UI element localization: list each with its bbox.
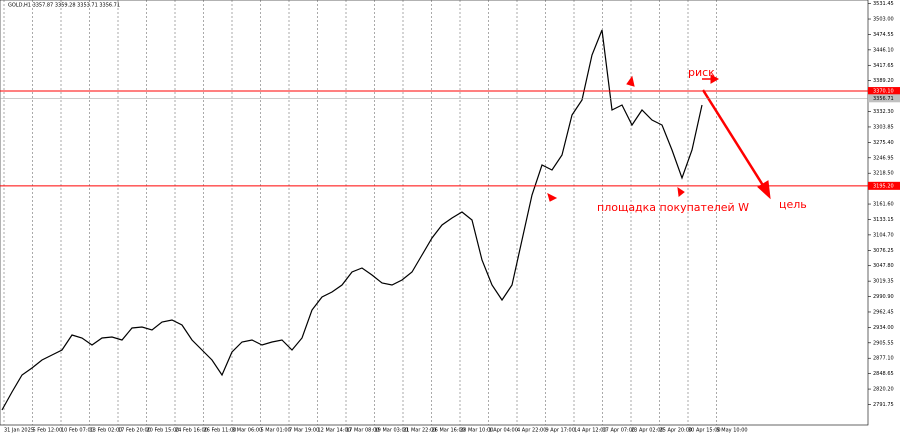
plot-frame <box>0 0 869 426</box>
y-tick-label: 3047.80 <box>873 263 894 269</box>
x-tick-label: 9 Apr 17:00 <box>546 428 575 434</box>
arrow-line <box>701 89 766 188</box>
annotation: площадка покупателей W <box>597 201 749 214</box>
y-tick-label: 2877.10 <box>873 356 894 362</box>
x-tick-label: 17 Feb 20:00 <box>118 428 151 434</box>
x-tick-label: 24 Feb 16:00 <box>175 428 208 434</box>
x-tick-label: 3 Mar 06:00 <box>232 428 262 434</box>
x-tick-label: 19 Mar 03:00 <box>375 428 408 434</box>
x-tick-label: 20 Feb 15:00 <box>147 428 180 434</box>
y-tick-label: 3275.40 <box>873 140 894 146</box>
x-tick-label: 26 Mar 16:00 <box>432 428 465 434</box>
arrow-head <box>757 180 771 200</box>
price-label: 3356.71 <box>873 96 894 102</box>
x-tick-label: 26 Feb 11:00 <box>204 428 237 434</box>
y-tick-label: 3076.25 <box>873 248 894 254</box>
x-tick-label: 5 May 10:00 <box>717 428 748 434</box>
y-tick-label: 3104.70 <box>873 232 894 238</box>
y-tick-label: 3218.50 <box>873 171 894 177</box>
x-tick-label: 7 Mar 19:00 <box>289 428 319 434</box>
y-tick-label: 3133.15 <box>873 217 894 223</box>
x-tick-label: 31 Jan 2025 <box>4 428 34 434</box>
x-tick-label: 21 Mar 22:00 <box>403 428 436 434</box>
y-tick-label: 3503.00 <box>873 17 894 23</box>
y-tick-label: 3246.95 <box>873 155 894 161</box>
x-tick-label: 30 Apr 15:00 <box>688 428 721 434</box>
y-tick-label: 2962.45 <box>873 309 894 315</box>
annotation: цель <box>779 198 807 211</box>
x-tick-label: 10 Feb 07:00 <box>61 428 94 434</box>
x-tick-label: 12 Mar 14:00 <box>318 428 351 434</box>
price-label-box <box>868 94 900 103</box>
y-tick-label: 2848.65 <box>873 371 894 377</box>
y-tick-label: 3417.65 <box>873 63 894 69</box>
level-label: 3370.10 <box>873 89 894 95</box>
level-label: 3195.20 <box>873 183 894 189</box>
x-tick-label: 5 Feb 12:00 <box>33 428 63 434</box>
y-tick-label: 2990.90 <box>873 294 894 300</box>
price-line-series <box>1 29 703 411</box>
x-tick-label: 1 Apr 04:00 <box>489 428 518 434</box>
arrow-head <box>710 74 720 84</box>
x-tick-label: 4 Apr 22:00 <box>517 428 546 434</box>
y-tick-label: 3474.55 <box>873 32 894 38</box>
x-tick-label: 17 Mar 08:00 <box>346 428 379 434</box>
y-tick-label: 2820.20 <box>873 387 894 393</box>
y-tick-label: 3531.45 <box>873 1 894 7</box>
x-tick-label: 5 Mar 01:00 <box>261 428 291 434</box>
x-tick-label: 28 Mar 10:00 <box>460 428 493 434</box>
x-tick-label: 23 Apr 02:00 <box>631 428 664 434</box>
y-tick-label: 3019.35 <box>873 279 894 285</box>
arrow-head <box>626 75 635 87</box>
y-tick-label: 3389.20 <box>873 78 894 84</box>
annotation: риск <box>688 66 715 79</box>
arrow-head <box>677 186 685 197</box>
y-tick-label: 3332.30 <box>873 109 894 115</box>
y-tick-label: 2934.00 <box>873 325 894 331</box>
y-tick-label: 3161.60 <box>873 202 894 208</box>
arrow-head <box>547 193 558 202</box>
x-tick-label: 17 Apr 07:00 <box>603 428 636 434</box>
arrows <box>547 74 771 202</box>
y-tick-label: 3446.10 <box>873 47 894 53</box>
x-tick-label: 13 Feb 02:00 <box>90 428 123 434</box>
y-tick-label: 2905.55 <box>873 340 894 346</box>
x-tick-label: 25 Apr 20:00 <box>660 428 693 434</box>
y-tick-label: 3303.85 <box>873 124 894 130</box>
level-label-box <box>868 181 900 190</box>
level-label-box <box>868 87 900 96</box>
chart-title: GOLD,H1 3357.87 3359.28 3353.71 3356.71 <box>8 3 120 9</box>
x-tick-label: 14 Apr 12:00 <box>574 428 607 434</box>
y-tick-label: 2791.75 <box>873 402 894 408</box>
